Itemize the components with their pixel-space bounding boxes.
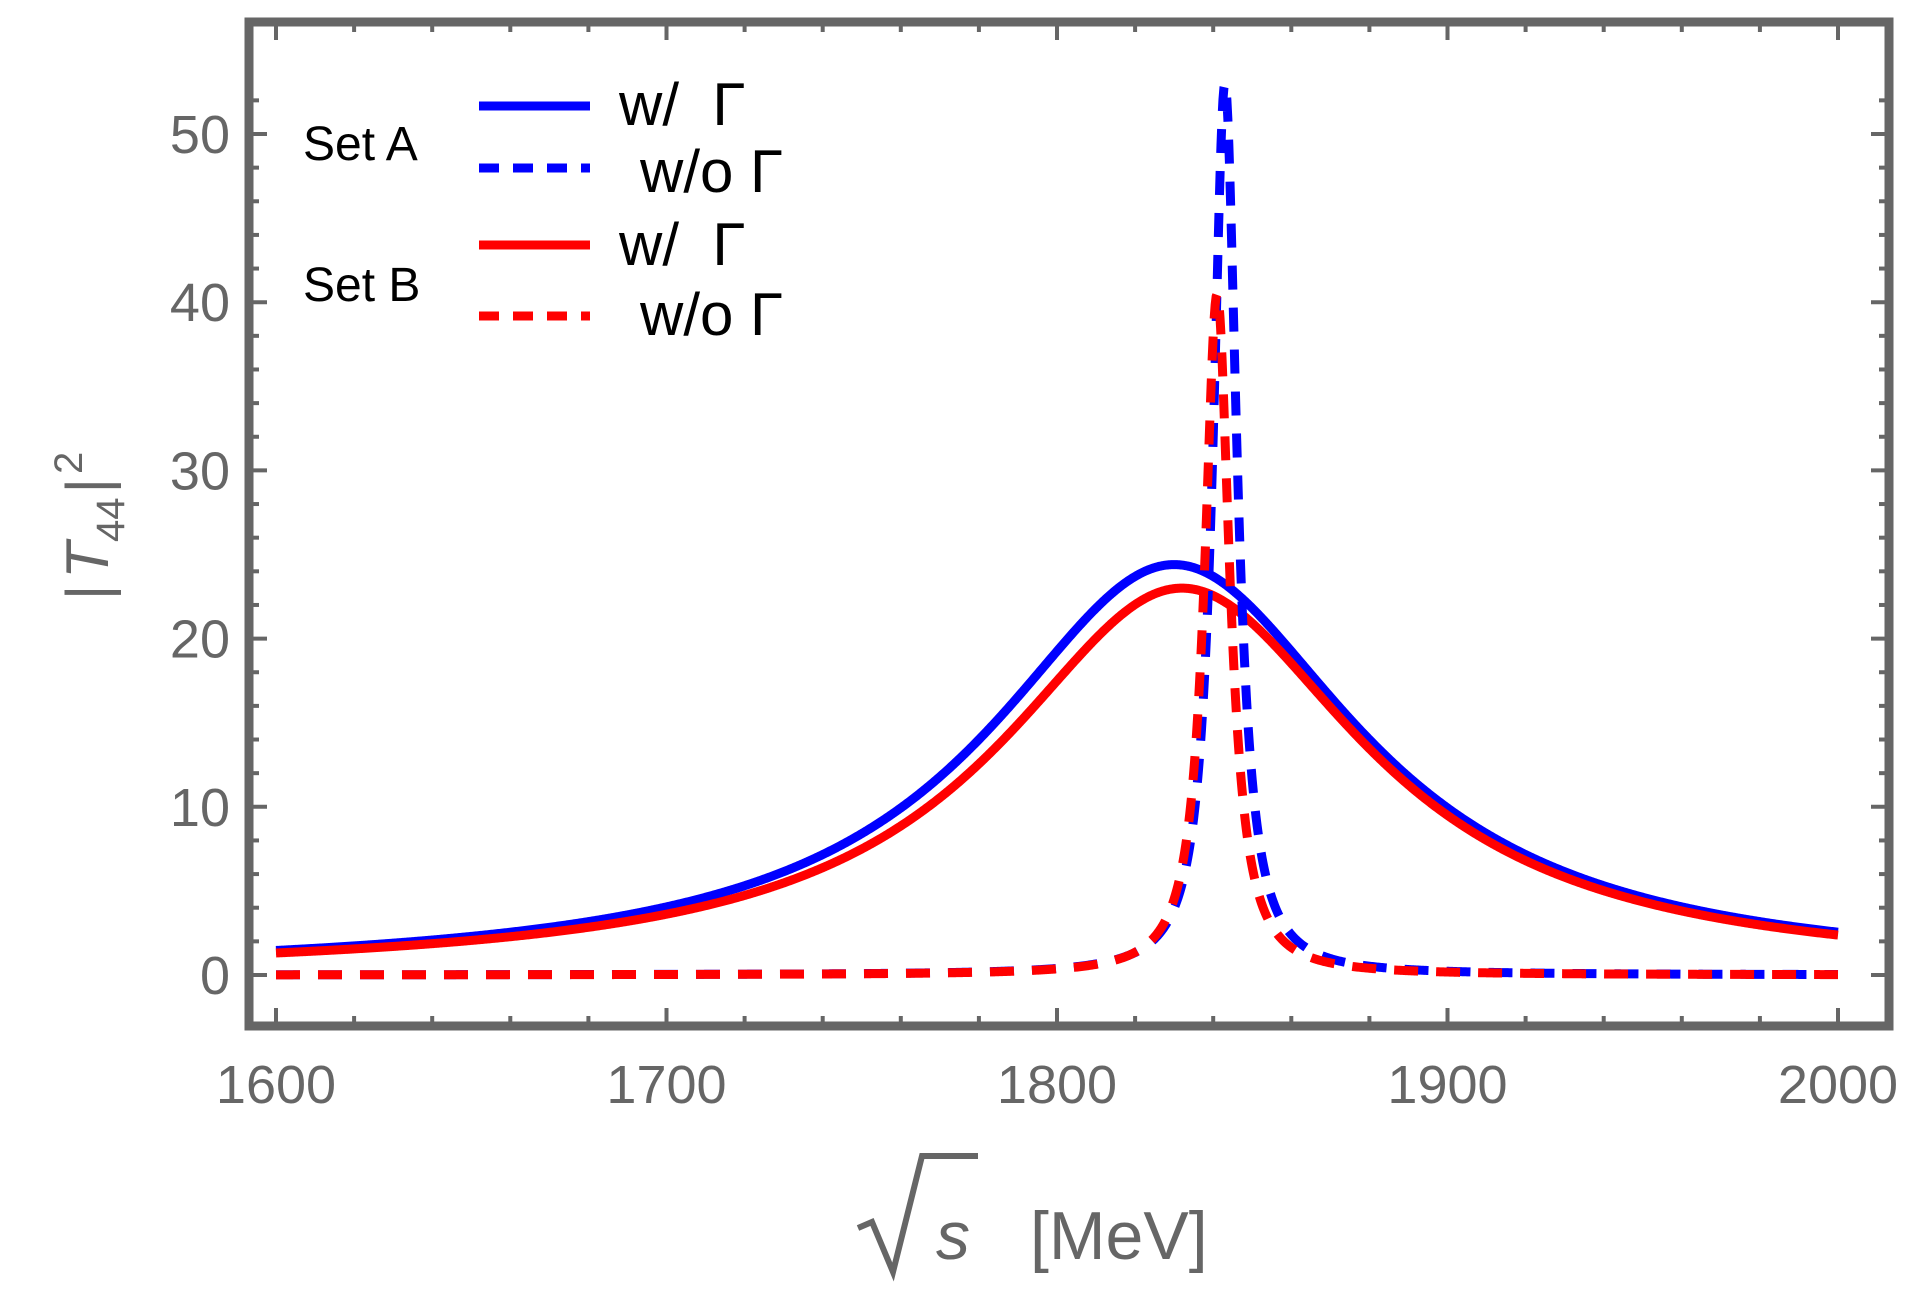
series-line-set-a-without-width [276,82,1839,980]
x-tick-label: 1800 [997,1055,1117,1115]
plot-frame [244,17,1894,1031]
series-line-set-a-with-width [275,560,1839,955]
series-line-set-b-with-width [275,583,1839,958]
x-tick-label: 1600 [216,1055,336,1115]
y-tick-label: 40 [170,273,230,333]
legend-entry-set-a-without-width: w/o Γ [639,138,783,205]
x-tick-label: 1900 [1387,1055,1507,1115]
legend-entry-set-b-with-width: w/ Γ [618,211,745,278]
axis-ticks [249,22,1889,1026]
series-group [275,82,1839,980]
y-axis-label-bar-close: | [54,478,121,494]
x-axis-label: s [MeV] [856,1153,1208,1282]
svg-text:|T44|2: | T44 | 2 [47,452,133,601]
y-tick-label: 10 [170,778,230,838]
y-axis-label-symbol: T [54,538,121,579]
x-tick-label: 1700 [606,1055,726,1115]
x-tick-label: 2000 [1778,1055,1898,1115]
y-axis-label: | T44 | 2 [47,452,133,601]
x-axis-label-symbol: s [936,1198,970,1274]
series-line-set-b-without-width [276,280,1838,980]
y-axis-label-power: 2 [47,452,91,474]
y-tick-labels: 0 10 20 30 40 50 [170,105,230,1006]
legend-entry-set-b-without-width: w/o Γ [639,281,783,348]
y-tick-label: 20 [170,610,230,670]
x-tick-labels: 1600 1700 1800 1900 2000 [216,1055,1898,1115]
y-axis-label-subscript: 44 [89,498,133,543]
legend-group-label-set-a: Set A [303,118,418,171]
legend: Set A w/ Γ w/o Γ Set B w/ Γ w/o Γ [303,71,783,348]
y-tick-label: 0 [200,946,230,1006]
legend-group-label-set-b: Set B [303,259,420,312]
y-axis-label-bar-open: | [54,585,121,601]
y-tick-label: 30 [170,441,230,501]
y-tick-label: 50 [170,105,230,165]
x-axis-label-unit: [MeV] [1030,1198,1208,1274]
legend-entry-set-a-with-width: w/ Γ [618,71,745,138]
sqrt-symbol-icon [856,1153,978,1282]
